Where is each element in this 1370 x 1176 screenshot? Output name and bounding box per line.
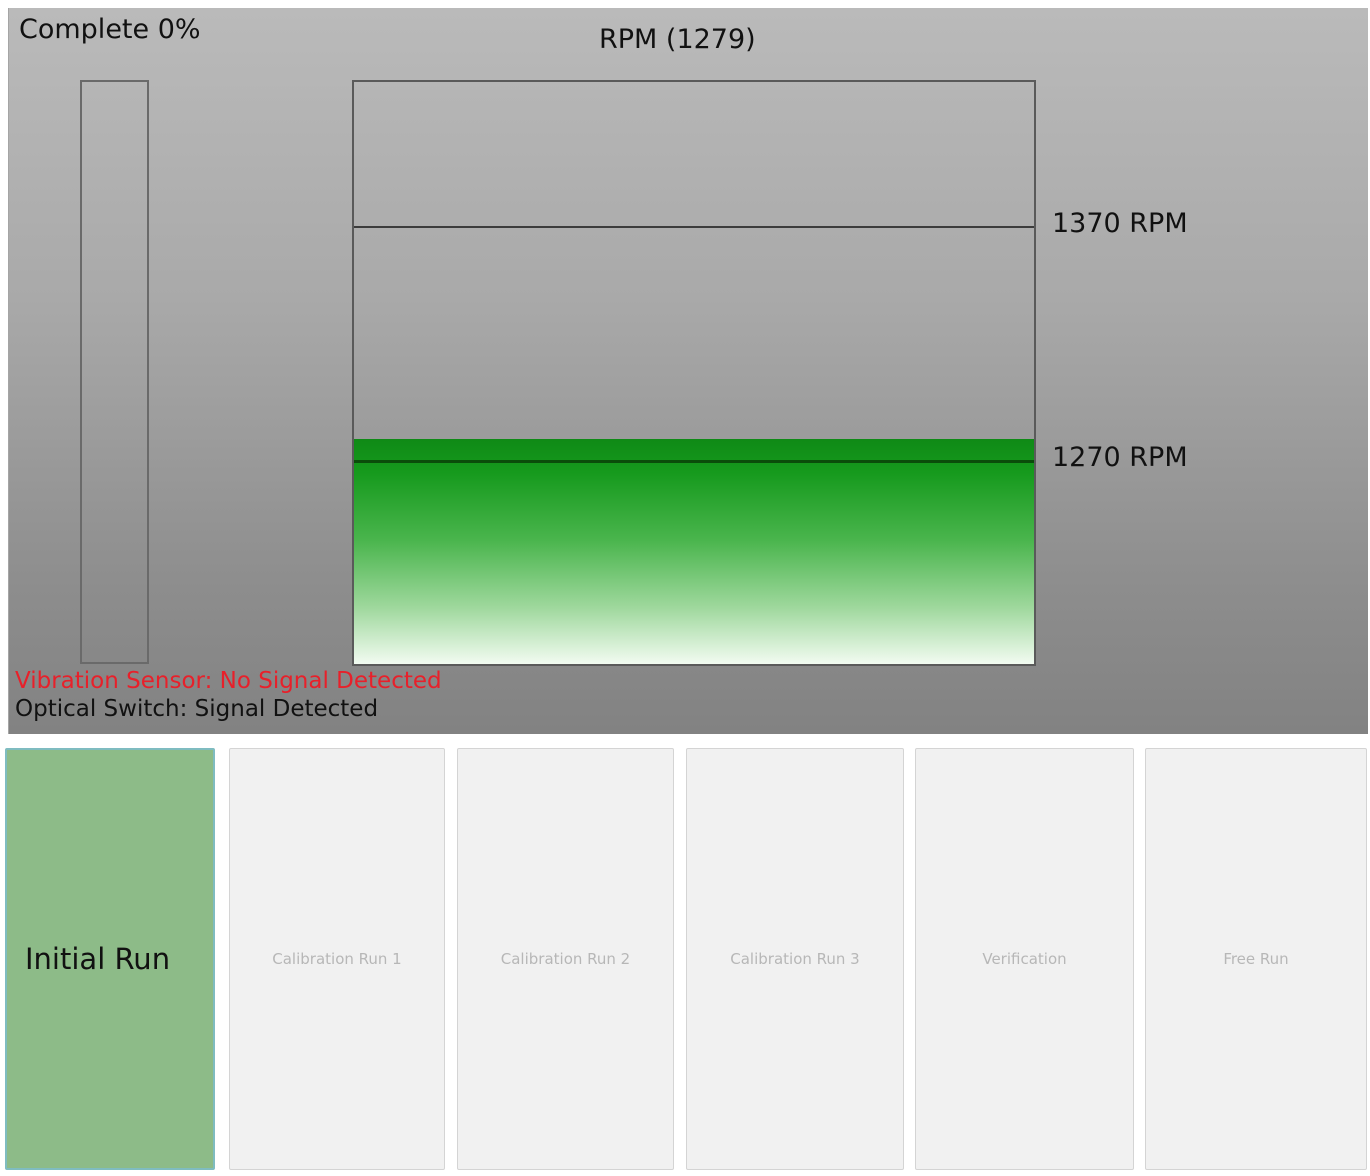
status-panel: Complete 0% RPM (1279) 1370 RPM 1270 RPM… xyxy=(8,8,1368,734)
completion-progress-bar xyxy=(80,80,149,664)
rpm-gauge-fill xyxy=(354,438,1034,664)
rpm-upper-limit-label: 1370 RPM xyxy=(1052,208,1188,239)
complete-label: Complete 0% xyxy=(19,14,201,45)
optical-switch-status: Optical Switch: Signal Detected xyxy=(15,696,379,722)
calibration-run-1-button[interactable]: Calibration Run 1 xyxy=(229,748,445,1170)
rpm-lower-limit-label: 1270 RPM xyxy=(1052,442,1188,473)
calibration-run-3-button[interactable]: Calibration Run 3 xyxy=(686,748,904,1170)
initial-run-button[interactable]: Initial Run xyxy=(5,748,215,1170)
rpm-title: RPM (1279) xyxy=(599,24,756,55)
rpm-gauge xyxy=(352,80,1036,666)
verification-button[interactable]: Verification xyxy=(915,748,1134,1170)
rpm-upper-limit-line xyxy=(354,226,1034,228)
calibration-run-2-button[interactable]: Calibration Run 2 xyxy=(457,748,674,1170)
rpm-lower-limit-line xyxy=(354,460,1034,463)
free-run-button[interactable]: Free Run xyxy=(1145,748,1367,1170)
run-mode-buttons: Initial Run Calibration Run 1 Calibratio… xyxy=(0,748,1370,1172)
vibration-sensor-status: Vibration Sensor: No Signal Detected xyxy=(15,668,442,694)
